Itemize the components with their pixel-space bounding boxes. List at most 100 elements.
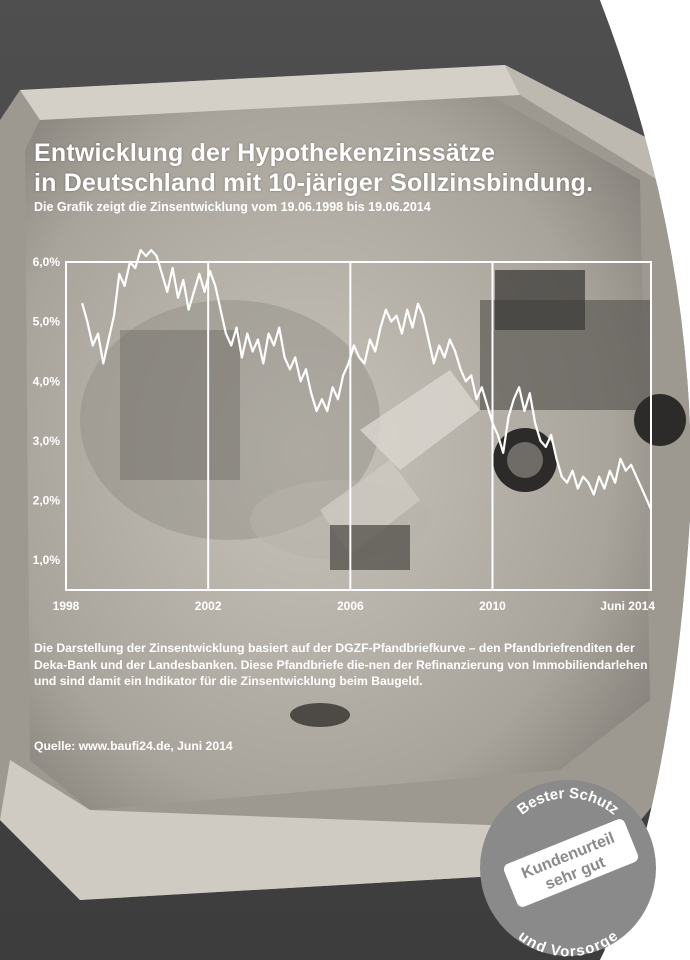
rate-data-point	[560, 475, 563, 478]
rate-data-point	[358, 356, 361, 359]
rate-data-point	[523, 410, 526, 412]
rate-data-point	[512, 398, 515, 401]
x-tick-label: 2002	[195, 599, 222, 613]
rate-data-point	[81, 302, 84, 305]
title-line-2: in Deutschland mit 10-järiger Sollzinsbi…	[34, 169, 594, 197]
rate-data-point	[86, 320, 89, 323]
rate-data-point	[203, 290, 206, 293]
rate-data-point	[507, 416, 510, 418]
rate-data-point	[171, 267, 174, 269]
rate-data-point	[496, 434, 499, 436]
rate-data-point	[134, 267, 137, 269]
rate-data-point	[155, 255, 158, 257]
rate-data-point	[235, 326, 238, 329]
rate-data-point	[464, 380, 467, 383]
rate-data-point	[342, 374, 345, 377]
rate-data-point	[614, 481, 617, 484]
x-tick-label: 2006	[337, 599, 364, 613]
rate-data-point	[273, 344, 275, 347]
rate-data-point	[320, 398, 323, 401]
rate-data-point	[587, 481, 590, 484]
rate-data-point	[193, 290, 195, 293]
rate-data-point	[539, 440, 542, 442]
rate-data-point	[166, 290, 169, 293]
rate-data-point	[289, 368, 291, 371]
rate-data-point	[97, 332, 99, 335]
rate-data-point	[225, 332, 227, 335]
rate-data-point	[374, 350, 377, 353]
rate-data-point	[470, 374, 473, 377]
rate-data-point	[459, 368, 462, 371]
rate-data-point	[624, 469, 627, 472]
rate-data-point	[299, 380, 302, 383]
rate-data-point	[209, 270, 211, 272]
rate-data-point	[139, 249, 142, 251]
rate-data-point	[576, 487, 579, 490]
rate-data-point	[406, 308, 409, 311]
rate-data-point	[304, 368, 307, 371]
rate-data-point	[145, 255, 147, 257]
rate-data-point	[187, 308, 190, 311]
rate-data-point	[480, 386, 483, 389]
rate-data-point	[411, 326, 414, 329]
rate-data-point	[608, 469, 611, 472]
rate-data-point	[241, 356, 243, 359]
rate-data-point	[219, 308, 222, 311]
rate-data-point	[118, 273, 121, 275]
rate-data-point	[123, 284, 126, 287]
chart-title: Entwicklung der Hypothekenzinssätze in D…	[34, 138, 593, 198]
rate-data-point	[646, 499, 648, 502]
rate-data-point	[310, 392, 313, 395]
rate-data-point	[283, 356, 286, 359]
rate-data-point	[267, 332, 270, 335]
rate-data-point	[422, 314, 425, 317]
rate-data-point	[491, 422, 494, 424]
rate-data-point	[107, 338, 110, 341]
rate-data-point	[650, 508, 652, 511]
rate-data-point	[347, 362, 350, 365]
rate-data-point	[454, 350, 457, 353]
rate-data-point	[603, 487, 606, 490]
rate-data-point	[326, 410, 329, 412]
rate-data-point	[438, 344, 441, 347]
badge-seal: Bester Schutz und Vorsorge Kundenurteil …	[480, 780, 656, 960]
y-tick-label: 5,0%	[33, 315, 61, 329]
rate-data-point	[630, 463, 632, 466]
rate-data-point	[352, 344, 355, 347]
plot-frame	[65, 261, 652, 591]
y-tick-label: 6,0%	[33, 255, 61, 269]
rate-data-point	[619, 457, 622, 460]
description-paragraph: Die Darstellung der Zinsentwicklung basi…	[34, 641, 648, 689]
rate-data-point	[177, 296, 179, 299]
rate-data-point	[230, 344, 233, 347]
rate-data-point	[331, 386, 334, 389]
y-tick-label: 1,0%	[33, 553, 61, 567]
y-tick-label: 3,0%	[33, 434, 61, 448]
rate-data-point	[214, 284, 217, 287]
rate-data-point	[336, 398, 339, 401]
rate-data-point	[246, 332, 249, 335]
rate-data-point	[640, 487, 643, 490]
rate-data-point	[198, 273, 201, 275]
rate-data-point	[518, 386, 521, 389]
rate-data-point	[528, 392, 531, 395]
rate-data-point	[550, 434, 553, 436]
rate-data-point	[475, 398, 478, 401]
rate-data-point	[534, 422, 537, 424]
rate-data-point	[315, 410, 318, 412]
rate-data-point	[91, 344, 94, 347]
rate-data-point	[113, 314, 115, 317]
rate-data-point	[251, 350, 254, 353]
rate-data-point	[368, 338, 371, 341]
rate-data-point	[257, 338, 259, 341]
rate-data-point	[390, 320, 393, 323]
y-tick-label: 4,0%	[33, 374, 61, 388]
y-tick-label: 2,0%	[33, 494, 61, 508]
rate-data-point	[102, 362, 105, 365]
rate-data-point	[161, 273, 163, 275]
rate-data-point	[598, 475, 601, 478]
rate-data-point	[592, 493, 595, 496]
rate-data-point	[432, 362, 435, 365]
rate-data-point	[486, 404, 489, 407]
